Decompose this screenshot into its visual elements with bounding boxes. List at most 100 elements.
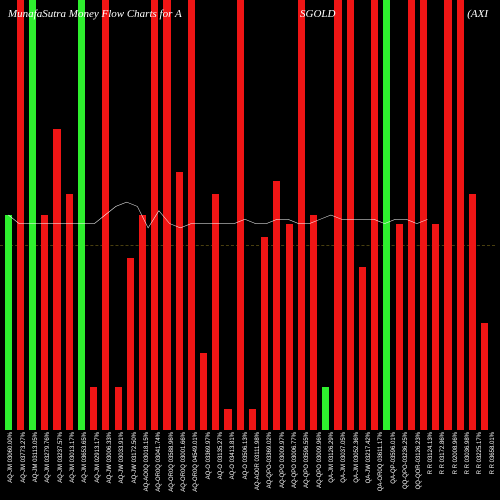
x-label-slot: AQ-OR0Q 03588.96% <box>163 432 173 498</box>
bar-slot <box>284 0 294 430</box>
x-label: QA-JM 03126.29% <box>329 432 335 483</box>
bar-slot <box>467 0 477 430</box>
x-label-slot: QA-JW 03217.42% <box>361 432 371 498</box>
x-label-slot: AQ-QPO 03009.97% <box>275 432 285 498</box>
x-label: AQ-O 03369.97% <box>206 432 212 479</box>
bar <box>481 323 488 431</box>
bar-slot <box>235 0 245 430</box>
x-label-slot: AQ-JM 03773.27% <box>15 432 25 498</box>
bar <box>139 215 146 430</box>
x-label-slot: QA-QP-03596.01% <box>386 432 396 498</box>
x-label: AQ-JM 03279.76% <box>45 432 51 483</box>
bar-slot <box>162 0 172 430</box>
bar-slot <box>101 0 111 430</box>
x-label-slot: AQ-JM 03237.57% <box>52 432 62 498</box>
bar-slot <box>150 0 160 430</box>
x-label-slot: AQ-JM 03279.76% <box>40 432 50 498</box>
x-label-slot: AQ-JM 03113.05% <box>28 432 38 498</box>
bar-slot <box>137 0 147 430</box>
x-label: AQ-QPO 03596.55% <box>304 432 310 488</box>
x-label-slot: AQ-JW 03172.50% <box>126 432 136 498</box>
bar <box>457 0 464 430</box>
bar-slot <box>211 0 221 430</box>
bar-slot <box>52 0 62 430</box>
bars-container <box>3 0 490 430</box>
bar <box>444 0 451 430</box>
x-label-slot: AQ-O 03506.13% <box>238 432 248 498</box>
bar <box>347 0 354 430</box>
x-label: R R 03172.86% <box>440 432 446 474</box>
bar <box>212 194 219 431</box>
bar <box>371 0 378 430</box>
x-label-slot: QQ-QOR-03126.23% <box>410 432 420 498</box>
bar-slot <box>431 0 441 430</box>
bar-slot <box>296 0 306 430</box>
bar <box>469 194 476 431</box>
bar-slot <box>394 0 404 430</box>
bar-slot <box>455 0 465 430</box>
x-label: AQ-QPO-03369.02% <box>267 432 273 488</box>
title-mid: SGOLD <box>300 8 335 20</box>
chart-title-bar: MunafaSutra Money Flow Charts for A SGOL… <box>0 8 500 28</box>
x-label: AQ-O 03135.27% <box>218 432 224 479</box>
x-label: AQ-AO0Q 03018.15% <box>144 432 150 491</box>
bar-slot <box>76 0 86 430</box>
x-label: R R 03658.01% <box>490 432 496 474</box>
x-label-slot: R R 03036.98% <box>460 432 470 498</box>
x-label: AQ-O 03506.13% <box>243 432 249 479</box>
bar <box>17 0 24 430</box>
x-label-slot: R R 02008.96% <box>447 432 457 498</box>
bar-slot <box>199 0 209 430</box>
bar-slot <box>480 0 490 430</box>
x-label-slot: QA-JM 03052.36% <box>349 432 359 498</box>
bar <box>78 0 85 430</box>
bar-slot <box>272 0 282 430</box>
chart-area <box>0 0 495 430</box>
bar-slot <box>418 0 428 430</box>
x-label: AQ-OR0Q 04549.01% <box>193 432 199 492</box>
bar <box>408 0 415 430</box>
x-label: QA-QP-03596.01% <box>391 432 397 484</box>
x-axis-labels: AQ-JM 03060.00% AQ-JM 03773.27%AQ-JM 0311… <box>3 432 495 498</box>
x-label-slot: AQ-JW 03006.33% <box>102 432 112 498</box>
bar-slot <box>64 0 74 430</box>
bar <box>224 409 231 431</box>
x-label-slot: AQ-JM 03013.17% <box>65 432 75 498</box>
x-label-slot: R R 03172.86% <box>435 432 445 498</box>
bar-slot <box>113 0 123 430</box>
bar-slot <box>174 0 184 430</box>
bar <box>322 387 329 430</box>
bar <box>298 0 305 430</box>
x-label-slot: AQ-QPO 03596.55% <box>299 432 309 498</box>
bar-slot <box>89 0 99 430</box>
x-label-slot: AQ-QPO 03006.77% <box>287 432 297 498</box>
x-label-slot: AQ-JM 03060.00% <box>3 432 13 498</box>
bar <box>249 409 256 431</box>
bar-slot <box>321 0 331 430</box>
title-left: MunafaSutra Money Flow Charts for A <box>8 8 182 20</box>
x-label-slot: AQ-JM 02913.17% <box>89 432 99 498</box>
bar <box>383 0 390 430</box>
bar <box>237 0 244 430</box>
bar-slot <box>186 0 196 430</box>
x-label-slot: AQ-OR0Q 04549.01% <box>188 432 198 498</box>
bar-slot <box>247 0 257 430</box>
x-label: R R 02008.96% <box>453 432 459 474</box>
x-label-slot: AQ-OR0Q 03001.66% <box>176 432 186 498</box>
x-label: AQ-JW 03033.91% <box>119 432 125 483</box>
x-label-slot: AQ-O 03135.27% <box>213 432 223 498</box>
x-label-slot: AQ-QPO-03369.02% <box>262 432 272 498</box>
bar-slot <box>27 0 37 430</box>
x-label: AQ-OR0Q 03588.96% <box>169 432 175 492</box>
x-label-slot: AQ-QPO 03009.96% <box>312 432 322 498</box>
x-label-slot: QQ-QPO-03236.25% <box>398 432 408 498</box>
bar <box>261 237 268 431</box>
bar-slot <box>382 0 392 430</box>
x-label-slot: R R 03658.01% <box>484 432 494 498</box>
bar-slot <box>40 0 50 430</box>
x-label: AQ-JM 03773.27% <box>21 432 27 483</box>
x-label: R R 03036.98% <box>465 432 471 474</box>
x-label: AQ-QPO 03009.97% <box>280 432 286 488</box>
x-label-slot: AQ-JM 03653.65% <box>77 432 87 498</box>
bar <box>41 215 48 430</box>
